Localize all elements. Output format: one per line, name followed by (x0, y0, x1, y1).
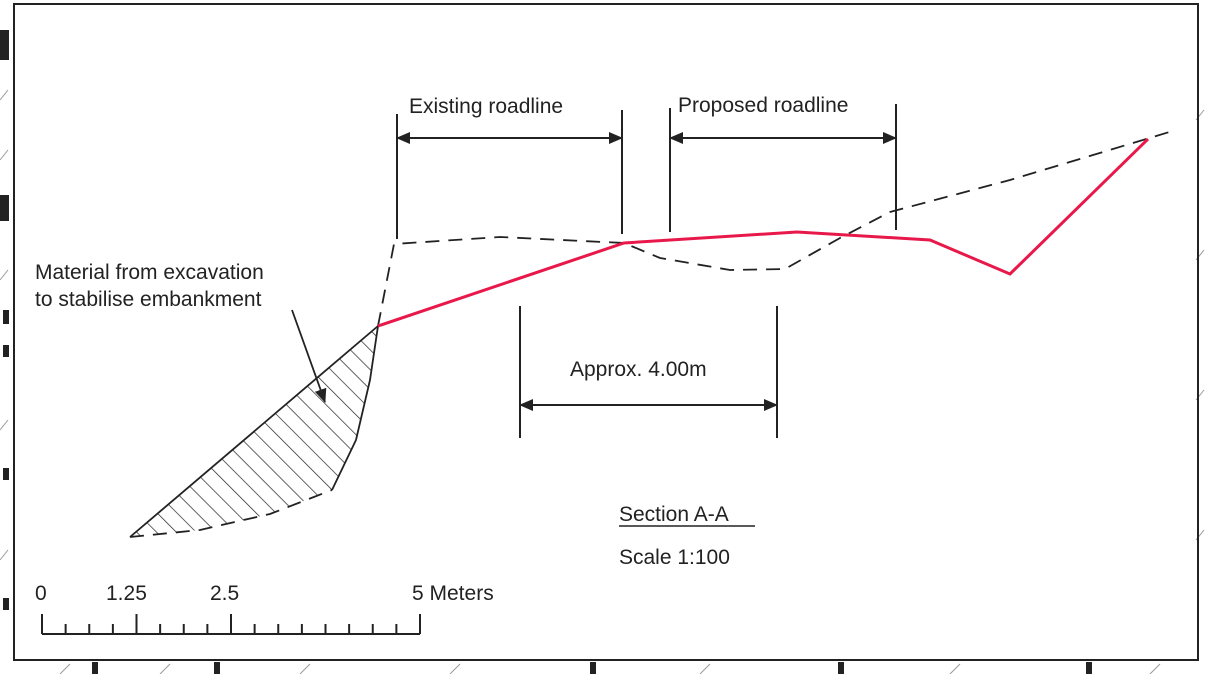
background-guide-marks (0, 89, 1205, 674)
scale-bar-ticks (41, 614, 421, 635)
approx-width-label: Approx. 4.00m (570, 358, 707, 381)
existing-roadline-dimension (396, 110, 623, 239)
scale-tick-label-1: 1.25 (106, 582, 147, 605)
scale-tick-label-0: 0 (35, 582, 47, 605)
scale-tick-label-3: 5 Meters (412, 582, 494, 605)
scale-label: Scale 1:100 (619, 546, 730, 569)
material-leader-line (291, 309, 327, 403)
material-label-line1: Material from excavation (35, 261, 264, 284)
scale-tick-label-2: 2.5 (210, 582, 239, 605)
section-title: Section A-A (619, 503, 729, 526)
scale-bar: 0 1.25 2.5 5 Meters (35, 582, 494, 635)
material-label-line2: to stabilise embankment (35, 288, 262, 311)
registration-marks (0, 30, 1092, 674)
proposed-roadline-dimension (669, 104, 897, 232)
approx-width-dimension (519, 306, 778, 438)
existing-ground-profile (129, 129, 1177, 538)
proposed-road-profile (377, 137, 1150, 328)
proposed-roadline-label: Proposed roadline (678, 94, 848, 117)
hatched-area-right-edge (331, 325, 379, 491)
drawing-frame (13, 3, 1199, 661)
hatched-area-upper-edge (129, 325, 379, 538)
existing-roadline-label: Existing roadline (409, 95, 563, 118)
